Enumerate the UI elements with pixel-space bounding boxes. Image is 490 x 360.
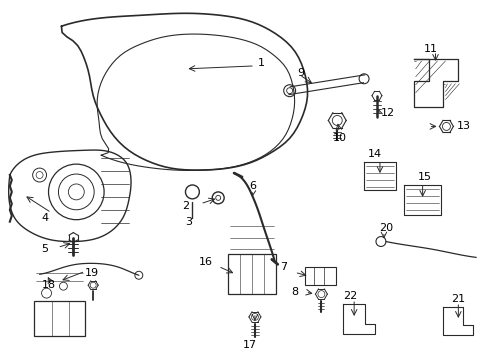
Text: 19: 19: [85, 268, 99, 278]
Text: 8: 8: [292, 287, 299, 297]
Text: 11: 11: [424, 44, 438, 54]
Text: 5: 5: [42, 244, 49, 255]
Text: 3: 3: [185, 217, 193, 227]
Text: 14: 14: [368, 149, 382, 159]
Text: 10: 10: [333, 133, 347, 143]
Bar: [228, 255, 276, 294]
Text: 21: 21: [451, 294, 466, 304]
Text: 20: 20: [379, 222, 393, 233]
Text: 18: 18: [42, 280, 56, 290]
Bar: [34, 301, 85, 336]
Text: 12: 12: [381, 108, 395, 117]
Text: 16: 16: [198, 257, 212, 267]
Text: 1: 1: [258, 58, 265, 68]
Text: 6: 6: [249, 181, 256, 191]
Text: 4: 4: [42, 213, 49, 223]
Text: 15: 15: [417, 172, 432, 182]
Text: 2: 2: [182, 201, 190, 211]
Text: 22: 22: [343, 291, 358, 301]
Text: 13: 13: [456, 121, 470, 131]
Bar: [305, 267, 336, 285]
Text: 9: 9: [297, 68, 305, 78]
Text: 17: 17: [243, 340, 257, 350]
Text: 7: 7: [280, 262, 287, 272]
